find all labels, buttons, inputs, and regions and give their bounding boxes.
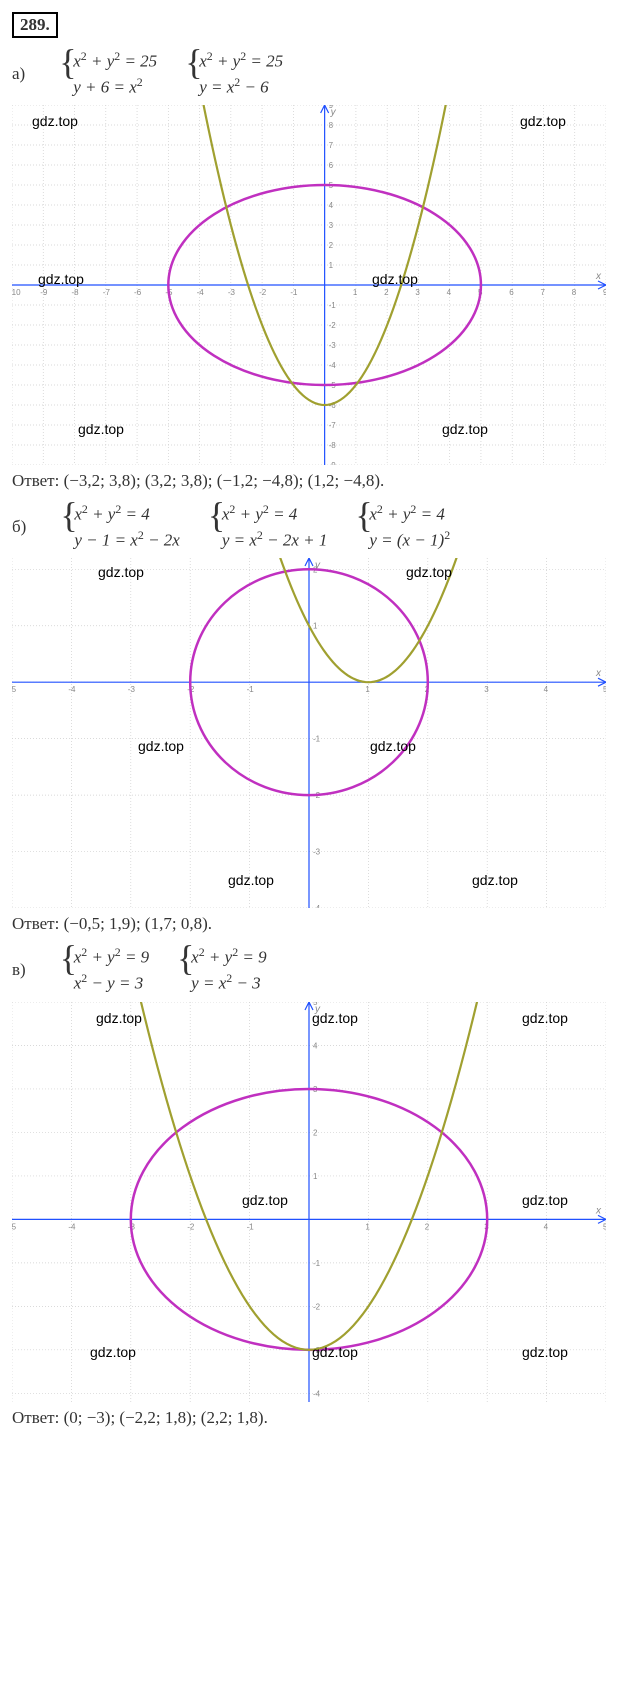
- svg-text:8: 8: [329, 121, 334, 130]
- svg-text:-1: -1: [247, 686, 255, 695]
- equation: x2 + y2 = 25: [73, 48, 157, 74]
- svg-text:9: 9: [329, 105, 334, 110]
- answer-text: Ответ: (0; −3); (−2,2; 1,8); (2,2; 1,8).: [12, 1408, 606, 1428]
- svg-text:-4: -4: [68, 1222, 76, 1231]
- svg-text:1: 1: [365, 1222, 370, 1231]
- equation: x2 + y2 = 9: [191, 944, 266, 970]
- svg-text:2: 2: [384, 288, 389, 297]
- svg-text:6: 6: [509, 288, 514, 297]
- svg-text:-1: -1: [329, 301, 337, 310]
- equation: x2 + y2 = 4: [222, 501, 328, 527]
- chart: xy-10-9-8-7-6-5-4-3-2-1123456789-9-8-7-6…: [12, 105, 606, 465]
- svg-text:3: 3: [484, 686, 489, 695]
- svg-text:-9: -9: [329, 461, 337, 465]
- equation: x2 + y2 = 4: [74, 501, 180, 527]
- equation-system: x2 + y2 = 9 x2 − y = 3: [62, 944, 149, 995]
- equation-system: x2 + y2 = 4 y = (x − 1)2: [357, 501, 450, 552]
- svg-text:1: 1: [313, 1171, 318, 1180]
- svg-text:-2: -2: [187, 1222, 195, 1231]
- svg-text:1: 1: [353, 288, 358, 297]
- svg-text:8: 8: [572, 288, 577, 297]
- svg-text:-4: -4: [313, 1389, 321, 1398]
- answer-text: Ответ: (−0,5; 1,9); (1,7; 0,8).: [12, 914, 606, 934]
- subpart-label: б): [12, 517, 26, 537]
- svg-text:4: 4: [544, 686, 549, 695]
- svg-text:-3: -3: [128, 686, 136, 695]
- svg-text:9: 9: [603, 288, 606, 297]
- svg-text:-7: -7: [329, 421, 337, 430]
- equation-row: б) x2 + y2 = 4 y − 1 = x2 − 2x x2 + y2 =…: [12, 501, 606, 552]
- svg-text:-1: -1: [313, 735, 321, 744]
- equation: y = x2 − 2x + 1: [222, 527, 328, 553]
- equation-system: x2 + y2 = 9 y = x2 − 3: [179, 944, 266, 995]
- svg-text:-1: -1: [313, 1258, 321, 1267]
- equation: y = (x − 1)2: [369, 527, 450, 553]
- subpart: б) x2 + y2 = 4 y − 1 = x2 − 2x x2 + y2 =…: [12, 501, 606, 934]
- svg-text:-3: -3: [228, 288, 236, 297]
- subpart-label: а): [12, 64, 25, 84]
- subpart: в) x2 + y2 = 9 x2 − y = 3 x2 + y2 = 9 y …: [12, 944, 606, 1427]
- svg-text:3: 3: [329, 221, 334, 230]
- equation-system: x2 + y2 = 25 y = x2 − 6: [187, 48, 283, 99]
- svg-text:5: 5: [603, 1222, 606, 1231]
- svg-text:5: 5: [603, 686, 606, 695]
- svg-text:7: 7: [540, 288, 545, 297]
- svg-text:-2: -2: [329, 321, 337, 330]
- svg-text:3: 3: [415, 288, 420, 297]
- svg-text:4: 4: [544, 1222, 549, 1231]
- chart: xy-5-4-3-2-112345-4-3-2-112345gdz.topgdz…: [12, 1002, 606, 1402]
- svg-text:x: x: [595, 271, 602, 282]
- svg-text:2: 2: [329, 241, 334, 250]
- equation-row: а) x2 + y2 = 25 y + 6 = x2 x2 + y2 = 25 …: [12, 48, 606, 99]
- equation: x2 − y = 3: [74, 970, 149, 996]
- equation-system: x2 + y2 = 4 y = x2 − 2x + 1: [210, 501, 328, 552]
- svg-text:-3: -3: [313, 848, 321, 857]
- svg-text:4: 4: [313, 1041, 318, 1050]
- equation: x2 + y2 = 4: [369, 501, 450, 527]
- answer-text: Ответ: (−3,2; 3,8); (3,2; 3,8); (−1,2; −…: [12, 471, 606, 491]
- equation-row: в) x2 + y2 = 9 x2 − y = 3 x2 + y2 = 9 y …: [12, 944, 606, 995]
- svg-text:2: 2: [425, 1222, 430, 1231]
- equation: x2 + y2 = 9: [74, 944, 149, 970]
- svg-text:-9: -9: [40, 288, 48, 297]
- svg-text:-2: -2: [259, 288, 267, 297]
- svg-text:-5: -5: [12, 686, 17, 695]
- svg-text:6: 6: [329, 161, 334, 170]
- svg-text:4: 4: [329, 201, 334, 210]
- svg-text:x: x: [595, 1205, 602, 1216]
- svg-text:-4: -4: [197, 288, 205, 297]
- svg-text:-4: -4: [68, 686, 76, 695]
- svg-text:-3: -3: [329, 341, 337, 350]
- svg-text:-6: -6: [134, 288, 142, 297]
- svg-text:7: 7: [329, 141, 334, 150]
- svg-text:-8: -8: [72, 288, 80, 297]
- svg-text:-2: -2: [313, 1302, 321, 1311]
- equation: y − 1 = x2 − 2x: [74, 527, 180, 553]
- svg-text:1: 1: [329, 261, 334, 270]
- equation: y = x2 − 3: [191, 970, 266, 996]
- svg-text:5: 5: [313, 1002, 318, 1007]
- svg-text:-8: -8: [329, 441, 337, 450]
- svg-text:-5: -5: [12, 1222, 17, 1231]
- svg-text:-4: -4: [329, 361, 337, 370]
- equation: y = x2 − 6: [199, 74, 283, 100]
- svg-text:-1: -1: [290, 288, 298, 297]
- svg-text:1: 1: [365, 686, 370, 695]
- svg-text:-4: -4: [313, 904, 321, 908]
- subpart: а) x2 + y2 = 25 y + 6 = x2 x2 + y2 = 25 …: [12, 48, 606, 491]
- equation-system: x2 + y2 = 25 y + 6 = x2: [61, 48, 157, 99]
- svg-text:4: 4: [447, 288, 452, 297]
- chart: xy-5-4-3-2-112345-4-3-2-112gdz.topgdz.to…: [12, 558, 606, 908]
- svg-text:-7: -7: [103, 288, 111, 297]
- subpart-label: в): [12, 960, 26, 980]
- svg-text:-1: -1: [247, 1222, 255, 1231]
- svg-text:2: 2: [313, 1128, 318, 1137]
- equation-system: x2 + y2 = 4 y − 1 = x2 − 2x: [62, 501, 180, 552]
- svg-text:-10: -10: [12, 288, 21, 297]
- equation: y + 6 = x2: [73, 74, 157, 100]
- problem-number: 289.: [12, 12, 58, 38]
- svg-text:1: 1: [313, 622, 318, 631]
- equation: x2 + y2 = 25: [199, 48, 283, 74]
- svg-text:x: x: [595, 669, 602, 680]
